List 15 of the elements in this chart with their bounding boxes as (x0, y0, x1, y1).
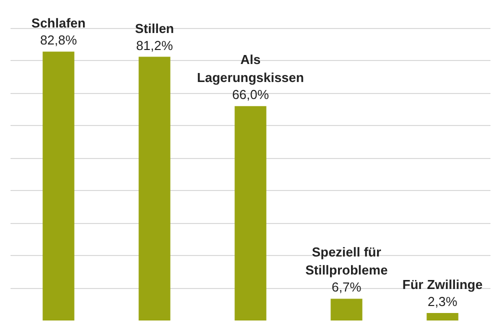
data-label: 6,7% (332, 280, 362, 295)
x-tick-label: Speziell für Stillprobleme (305, 244, 388, 278)
data-label: 82,8% (40, 32, 78, 48)
x-tick-label: Schlafen (31, 16, 86, 31)
data-label: 66,0% (232, 87, 270, 102)
x-tick-label: Für Zwillinge (402, 277, 483, 292)
data-label: 2,3% (428, 294, 458, 310)
x-tick-label: Stillen (134, 20, 174, 36)
x-tick-label: Als Lagerungskissen (197, 52, 304, 86)
data-label: 81,2% (136, 38, 174, 53)
bar (138, 56, 170, 320)
bar (426, 313, 458, 320)
bar (234, 106, 266, 320)
bar (330, 298, 362, 320)
bar (42, 52, 74, 320)
